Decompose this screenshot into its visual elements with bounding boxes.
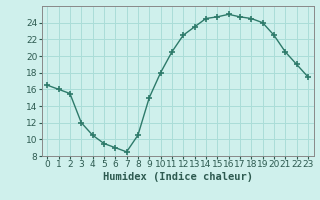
- X-axis label: Humidex (Indice chaleur): Humidex (Indice chaleur): [103, 172, 252, 182]
